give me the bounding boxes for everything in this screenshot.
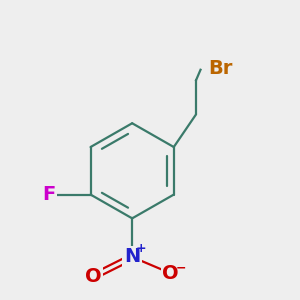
Text: F: F (42, 185, 56, 204)
Text: O: O (163, 264, 179, 283)
Text: −: − (176, 262, 187, 275)
Text: N: N (124, 248, 140, 266)
Text: Br: Br (208, 59, 232, 78)
Text: +: + (136, 242, 146, 255)
Text: O: O (85, 267, 102, 286)
